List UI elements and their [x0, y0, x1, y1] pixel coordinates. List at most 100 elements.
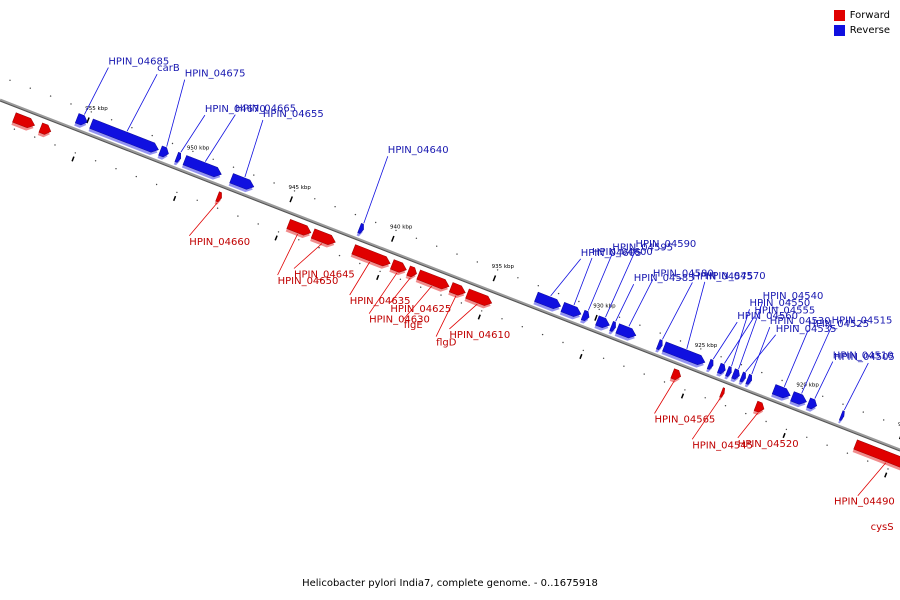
gene-feature[interactable] [738, 371, 748, 386]
gene-feature[interactable] [356, 223, 366, 237]
gene-feature[interactable] [771, 384, 792, 403]
minor-dot [806, 436, 808, 438]
gene-feature[interactable] [37, 122, 53, 139]
scale-tick-mark-lower [884, 472, 888, 478]
minor-dot [212, 158, 214, 160]
gene-feature[interactable] [730, 368, 742, 383]
gene-feature[interactable] [415, 269, 451, 294]
gene-label[interactable]: carB [157, 63, 180, 74]
gene-feature[interactable] [285, 219, 313, 240]
gene-label[interactable]: HPIN_04540 [763, 291, 824, 302]
gene-feature[interactable] [655, 339, 664, 354]
gene-label[interactable]: HPIN_04545 [692, 440, 753, 451]
gene-label[interactable]: HPIN_04600 [592, 247, 653, 258]
gene-label[interactable]: HPIN_04675 [185, 69, 246, 80]
minor-dot [29, 87, 31, 89]
gene-feature[interactable] [389, 259, 408, 278]
gene-label[interactable]: HPIN_04490 [834, 497, 895, 508]
gene-feature[interactable] [724, 366, 733, 380]
gene-label[interactable]: HPIN_04575 [692, 271, 753, 282]
gene-feature[interactable] [464, 288, 494, 311]
gene-label[interactable]: HPIN_04510 [833, 351, 894, 362]
gene-feature[interactable] [157, 145, 171, 161]
gene-label[interactable]: HPIN_04595 [612, 243, 673, 254]
gene-label-leader [712, 321, 738, 360]
minor-dot [618, 316, 621, 318]
gene-feature[interactable] [669, 368, 683, 384]
gene-label[interactable]: HPIN_04645 [294, 270, 355, 281]
gene-label[interactable]: HPIN_04635 [350, 296, 411, 307]
gene-feature[interactable] [405, 265, 419, 281]
gene-label[interactable]: HPIN_04590 [636, 239, 697, 250]
gene-feature[interactable] [181, 155, 223, 181]
gene-feature[interactable] [614, 323, 638, 343]
gene-label[interactable]: HPIN_04670 [205, 104, 266, 115]
minor-dot [257, 223, 259, 225]
gene-label[interactable]: HPIN_04525 [808, 319, 869, 330]
gene-feature[interactable] [310, 228, 337, 250]
gene-feature-body [286, 219, 312, 236]
gene-feature[interactable] [852, 439, 900, 477]
gene-feature[interactable] [838, 410, 846, 424]
minor-dot [176, 191, 178, 194]
gene-label[interactable]: HPIN_04570 [705, 271, 766, 282]
gene-label[interactable]: flgD [436, 338, 457, 349]
gene-label[interactable]: HPIN_04665 [235, 104, 296, 115]
gene-label[interactable]: flgE [404, 320, 423, 331]
gene-label[interactable]: HPIN_04555 [754, 306, 815, 317]
gene-feature[interactable] [559, 302, 583, 321]
gene-label[interactable]: HPIN_04660 [189, 237, 250, 248]
gene-feature[interactable] [706, 358, 715, 373]
gene-label[interactable]: HPIN_04560 [737, 311, 798, 322]
gene-feature[interactable] [789, 391, 808, 410]
gene-feature[interactable] [608, 321, 618, 335]
gene-label[interactable]: HPIN_04630 [369, 315, 430, 326]
gene-feature[interactable] [661, 341, 706, 370]
gene-label[interactable]: HPIN_04550 [750, 298, 811, 309]
gene-feature[interactable] [753, 400, 766, 416]
gene-label[interactable]: HPIN_04650 [278, 276, 339, 287]
gene-feature[interactable] [805, 397, 819, 413]
gene-label[interactable]: cysS [871, 522, 894, 533]
gene-label[interactable]: HPIN_04515 [832, 316, 893, 327]
gene-label-leader [628, 279, 654, 327]
minor-dot [826, 444, 828, 446]
minor-dot [151, 134, 153, 137]
gene-feature[interactable] [350, 244, 392, 271]
gene-feature[interactable] [11, 112, 36, 133]
gene-label[interactable]: HPIN_04625 [390, 304, 451, 315]
gene-feature[interactable] [716, 362, 727, 377]
gene-feature[interactable] [744, 373, 754, 388]
gene-label[interactable]: HPIN_04520 [738, 439, 799, 450]
gene-label[interactable]: HPIN_04640 [388, 145, 449, 156]
gene-feature[interactable] [580, 309, 591, 324]
gene-feature[interactable] [594, 315, 611, 333]
gene-feature[interactable] [88, 118, 161, 157]
gene-label[interactable]: HPIN_04655 [263, 109, 324, 120]
gene-label-leader [654, 380, 675, 414]
gene-feature[interactable] [448, 282, 467, 301]
minor-dot [375, 221, 377, 224]
gene-label[interactable]: HPIN_04585 [634, 273, 695, 284]
scale-tick-label: 940 kbp [390, 224, 413, 230]
gene-label[interactable]: HPIN_04605 [581, 248, 642, 259]
gene-label-leader [587, 253, 613, 311]
minor-dot [456, 253, 458, 255]
minor-dot [643, 373, 645, 375]
gene-feature[interactable] [533, 291, 562, 314]
gene-label[interactable]: HPIN_04565 [655, 415, 716, 426]
minor-dot [318, 247, 320, 249]
gene-feature[interactable] [718, 387, 727, 401]
gene-label[interactable]: HPIN_04580 [653, 268, 714, 279]
gene-label[interactable]: HPIN_04535 [776, 324, 837, 335]
gene-feature[interactable] [74, 113, 89, 130]
gene-feature[interactable] [173, 151, 183, 166]
gene-feature[interactable] [228, 173, 256, 195]
gene-label-leader [550, 258, 582, 297]
gene-label[interactable]: HPIN_04685 [108, 57, 169, 68]
gene-label[interactable]: HPIN_04530 [770, 316, 831, 327]
minor-dot [842, 403, 844, 405]
gene-label[interactable]: HPIN_04505 [834, 352, 895, 363]
gene-feature[interactable] [214, 191, 224, 206]
gene-label[interactable]: HPIN_04610 [449, 330, 510, 341]
